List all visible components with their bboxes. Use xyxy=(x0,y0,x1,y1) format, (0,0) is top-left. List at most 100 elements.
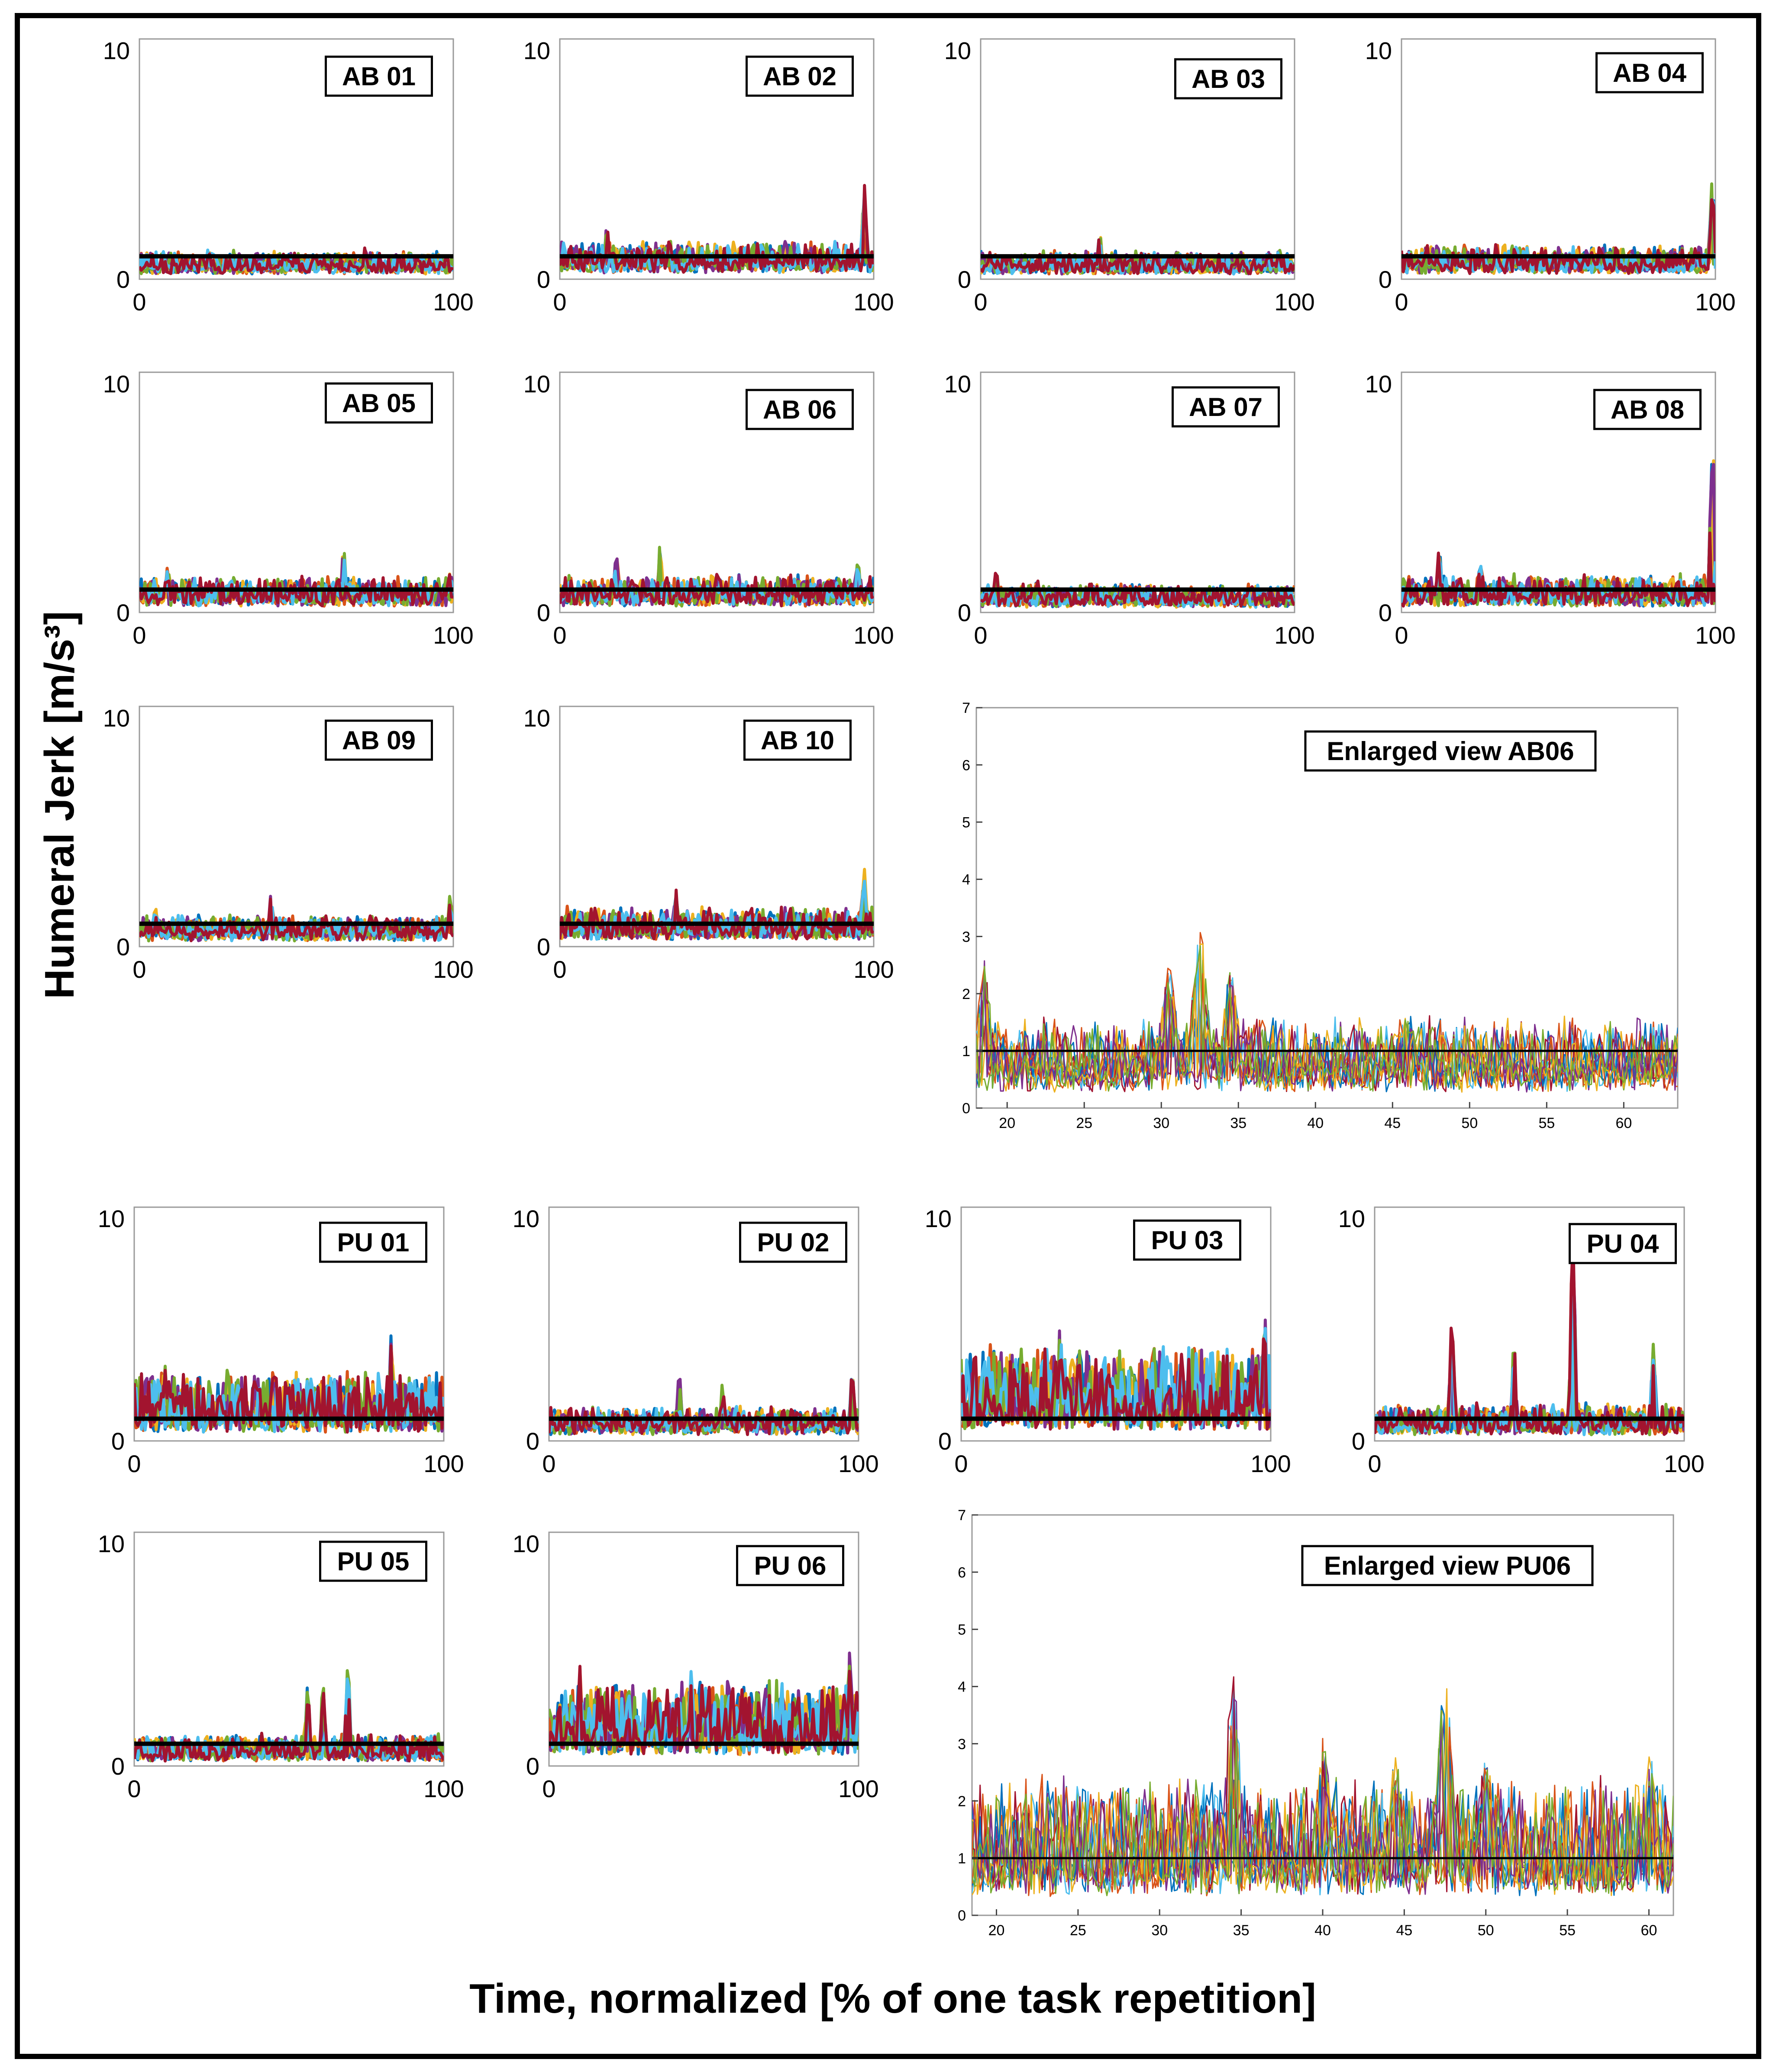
panel-label: PU 05 xyxy=(337,1547,410,1576)
x-tick-label: 50 xyxy=(1478,1922,1494,1939)
y-tick-label: 10 xyxy=(513,1530,539,1557)
x-tick-label: 100 xyxy=(853,956,894,983)
y-tick-label: 0 xyxy=(1379,266,1392,293)
series-line xyxy=(981,238,1295,276)
panel-pu-03: 0 100 0 10 PU 03 xyxy=(925,1205,1291,1477)
x-tick-label: 0 xyxy=(974,288,987,316)
series-line xyxy=(560,573,874,608)
y-tick-label: 3 xyxy=(962,929,970,945)
x-tick-label: 0 xyxy=(553,622,566,649)
y-tick-label: 10 xyxy=(513,1205,539,1232)
panel-pu-04: 0 100 0 10 PU 04 xyxy=(1338,1205,1705,1477)
panel-label-box xyxy=(736,1545,844,1586)
series-group xyxy=(976,932,1678,1093)
x-tick-label: 100 xyxy=(1250,1450,1291,1477)
y-tick-label: 0 xyxy=(1379,599,1392,626)
y-tick-label: 0 xyxy=(958,266,971,293)
y-tick-label: 10 xyxy=(103,37,130,64)
x-tick-label: 0 xyxy=(553,288,566,316)
x-tick-label: 60 xyxy=(1615,1115,1632,1131)
y-tick-label: 10 xyxy=(925,1205,952,1232)
x-tick-label: 100 xyxy=(1274,288,1314,316)
y-tick-label: 10 xyxy=(1365,371,1392,398)
y-tick-label: 7 xyxy=(958,1507,966,1524)
series-line xyxy=(972,1710,1673,1895)
panel-pu-01: 0 100 0 10 PU 01 xyxy=(98,1205,464,1477)
panel-label-box xyxy=(325,719,433,761)
y-tick-label: 2 xyxy=(958,1793,966,1810)
x-tick-label: 40 xyxy=(1307,1115,1324,1131)
y-tick-label: 6 xyxy=(962,757,970,773)
x-tick-label: 20 xyxy=(988,1922,1005,1939)
x-tick-label: 35 xyxy=(1230,1115,1246,1131)
series-line xyxy=(139,573,453,608)
x-tick-label: 100 xyxy=(853,622,894,649)
x-tick-label: 0 xyxy=(974,622,987,649)
x-tick-label: 0 xyxy=(127,1775,141,1802)
x-tick-label: 100 xyxy=(433,622,473,649)
panel-label: PU 01 xyxy=(337,1228,410,1257)
y-tick-label: 10 xyxy=(523,371,550,398)
panel-label: AB 09 xyxy=(342,726,416,755)
y-tick-label: 0 xyxy=(958,1908,966,1924)
x-tick-label: 45 xyxy=(1384,1115,1401,1131)
x-tick-label: 35 xyxy=(1233,1922,1250,1939)
panel-label: AB 10 xyxy=(761,726,834,755)
x-tick-label: 30 xyxy=(1153,1115,1169,1131)
y-tick-label: 0 xyxy=(537,933,550,960)
x-tick-label: 0 xyxy=(132,622,146,649)
y-tick-label: 0 xyxy=(537,599,550,626)
panel-label-box xyxy=(1133,1219,1241,1261)
panel-label-box xyxy=(319,1540,427,1582)
panel-label: PU 06 xyxy=(754,1551,827,1580)
panel-ab-07: 0 100 0 10 AB 07 xyxy=(944,371,1315,649)
x-tick-label: 0 xyxy=(542,1775,555,1802)
x-tick-label: 0 xyxy=(542,1450,555,1477)
series-line xyxy=(549,1378,859,1436)
series-line xyxy=(976,966,1678,1092)
panel-ab-01: 0 100 0 10 AB 01 xyxy=(103,37,474,316)
x-tick-label: 0 xyxy=(1395,288,1408,316)
panel-ab-03: 0 100 0 10 AB 03 xyxy=(944,37,1315,316)
y-tick-label: 10 xyxy=(98,1530,125,1557)
panel-label: Enlarged view AB06 xyxy=(1327,737,1574,766)
y-tick-label: 1 xyxy=(958,1850,966,1867)
panel-label: AB 02 xyxy=(763,62,836,91)
panel-label-box xyxy=(319,1221,427,1263)
series-line xyxy=(961,1337,1271,1431)
panel-label-box xyxy=(325,55,433,97)
x-tick-label: 0 xyxy=(1368,1450,1381,1477)
x-tick-label: 100 xyxy=(433,956,473,983)
series-line xyxy=(976,945,1678,1092)
y-tick-label: 10 xyxy=(523,37,550,64)
y-tick-label: 10 xyxy=(103,705,130,732)
x-tick-label: 0 xyxy=(132,288,146,316)
panel-label: Enlarged view PU06 xyxy=(1324,1551,1571,1580)
panel-label: AB 07 xyxy=(1189,393,1263,422)
x-tick-label: 30 xyxy=(1151,1922,1168,1939)
x-tick-label: 100 xyxy=(1274,622,1314,649)
panel-label-box xyxy=(1174,58,1282,100)
panel-ab-08: 0 100 0 10 AB 08 xyxy=(1365,371,1736,649)
panel-label: AB 06 xyxy=(763,395,836,424)
x-tick-label: 100 xyxy=(1664,1450,1704,1477)
series-group xyxy=(972,1676,1673,1897)
y-tick-label: 7 xyxy=(962,700,970,716)
y-tick-label: 0 xyxy=(526,1428,539,1455)
y-tick-label: 0 xyxy=(958,599,971,626)
y-tick-label: 0 xyxy=(537,266,550,293)
panel-ab-06: 0 100 0 10 AB 06 xyxy=(523,371,894,649)
y-tick-label: 0 xyxy=(111,1753,125,1780)
series-line xyxy=(1375,1236,1684,1436)
panel-label-box xyxy=(325,382,433,424)
x-tick-label: 100 xyxy=(433,288,473,316)
panel-label-box xyxy=(1593,389,1702,430)
panel-label: AB 08 xyxy=(1611,395,1684,424)
x-tick-label: 55 xyxy=(1559,1922,1576,1939)
y-tick-label: 0 xyxy=(116,599,130,626)
x-tick-label: 25 xyxy=(1070,1922,1086,1939)
panel-label-box xyxy=(1595,52,1704,93)
x-tick-label: 55 xyxy=(1538,1115,1555,1131)
x-tick-label: 0 xyxy=(132,956,146,983)
